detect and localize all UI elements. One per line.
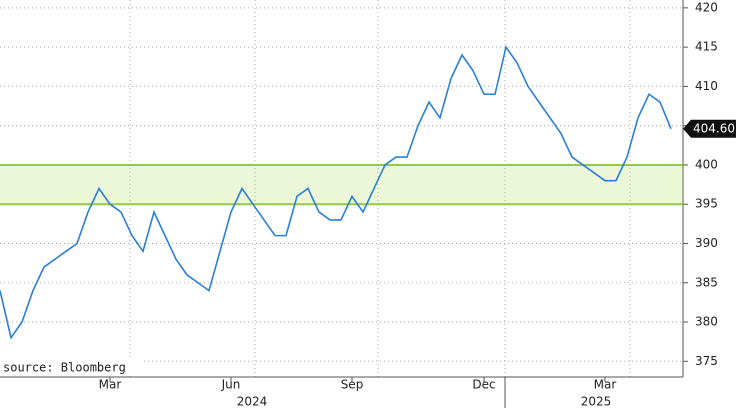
y-tick-label: 400 bbox=[695, 157, 718, 171]
x-tick-label: Jun bbox=[221, 378, 241, 392]
x-tick-label: Sep bbox=[341, 378, 364, 392]
y-tick-label: 395 bbox=[695, 197, 718, 211]
x-tick-label: Mar bbox=[594, 378, 617, 392]
y-tick-label: 410 bbox=[695, 79, 718, 93]
y-tick-label: 380 bbox=[695, 315, 718, 329]
source-note: source: Bloomberg bbox=[3, 361, 126, 375]
source-box bbox=[0, 359, 142, 376]
y-tick-label: 390 bbox=[695, 236, 718, 250]
last-price-tag bbox=[683, 119, 736, 138]
y-tick-label: 420 bbox=[695, 0, 718, 14]
grid bbox=[129, 0, 631, 377]
y-tick-label: 415 bbox=[695, 40, 718, 54]
last-price-label: 404.60 bbox=[693, 121, 735, 135]
y-tick-label: 375 bbox=[695, 354, 718, 368]
year-label: 2024 bbox=[237, 395, 268, 408]
year-label: 2025 bbox=[581, 395, 612, 408]
x-tick-label: Mar bbox=[99, 378, 122, 392]
y-tick-label: 385 bbox=[695, 275, 718, 289]
support-band bbox=[0, 164, 683, 205]
x-tick-label: Dec bbox=[472, 378, 495, 392]
price-line bbox=[0, 45, 672, 340]
